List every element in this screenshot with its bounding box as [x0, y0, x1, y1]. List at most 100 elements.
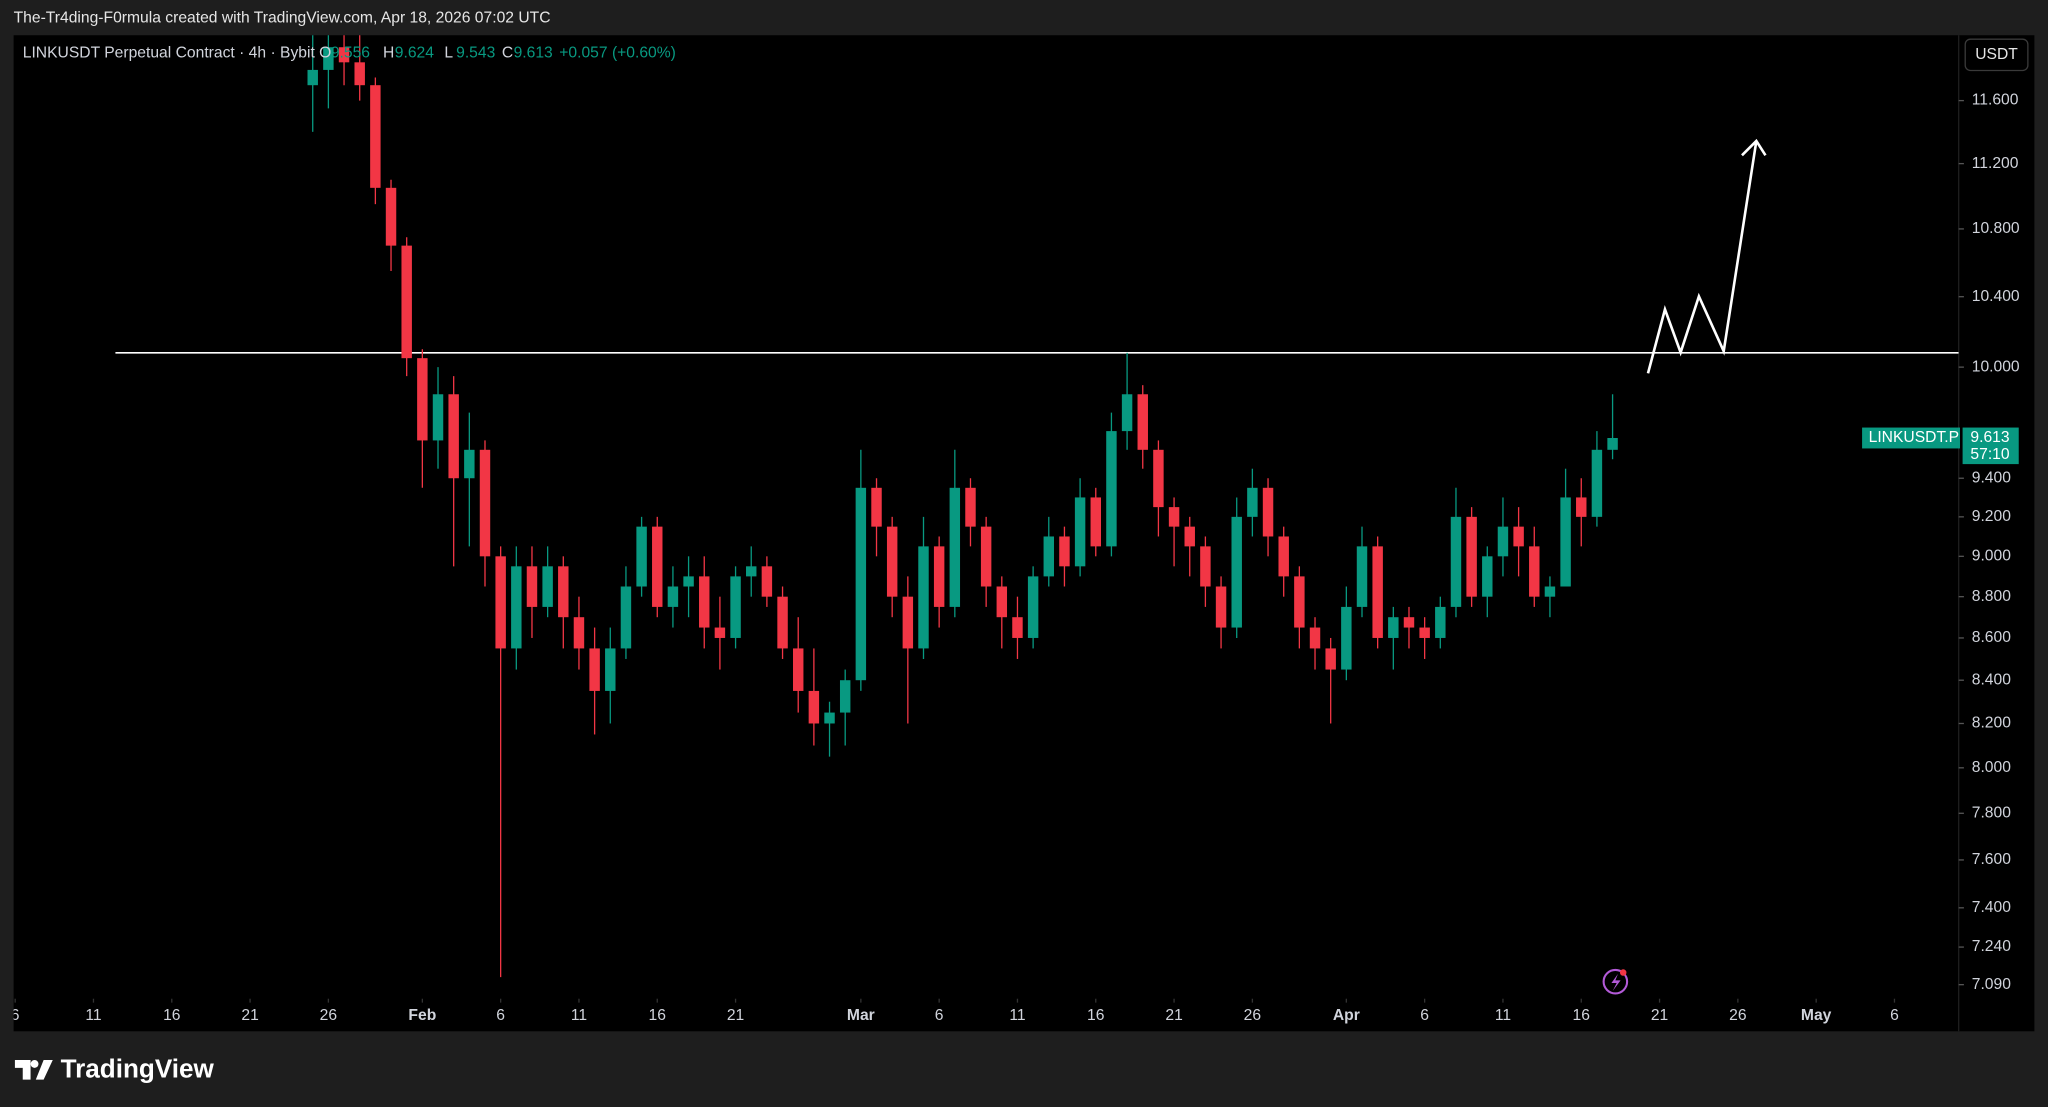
y-tick-label: 7.400: [1972, 899, 2011, 916]
ohlc-label: H: [383, 45, 394, 62]
y-tick-label: 7.800: [1972, 804, 2011, 821]
y-tick-label: 8.000: [1972, 759, 2011, 776]
y-tick-label: 10.800: [1972, 220, 2020, 237]
brand[interactable]: TradingView: [61, 1053, 215, 1083]
candle-body: [839, 680, 851, 713]
candle-body: [1607, 437, 1618, 450]
x-axis: 6 11 16 21 26 Feb 6 11 16 21 Mar 6 11 16 21 26 Apr 6 11 16 2…: [14, 998, 1899, 1024]
candle-body: [886, 526, 898, 597]
y-tick-label: 8.800: [1972, 588, 2011, 605]
candle-body: [1262, 487, 1274, 537]
candle-body: [401, 245, 412, 359]
currency-label[interactable]: USDT: [1975, 46, 2018, 63]
candle-body: [479, 449, 491, 557]
x-tick-label: 16: [163, 1007, 181, 1024]
candle-body: [683, 576, 694, 587]
candle-body: [980, 526, 992, 587]
candle-body: [1450, 516, 1462, 607]
x-tick-label: 11: [1495, 1007, 1511, 1024]
ohlc-value: 9.624: [395, 45, 434, 62]
candle-body: [1591, 449, 1603, 517]
y-tick-label: 9.400: [1972, 469, 2011, 486]
candle-body: [605, 648, 616, 691]
x-tick-label: 21: [241, 1007, 258, 1024]
price-tag-bg: [1962, 427, 2019, 465]
tv-logo[interactable]: TradingView: [14, 1053, 215, 1083]
candle-body: [1074, 497, 1086, 567]
drawn-path-arrow: [1646, 140, 1758, 374]
candle-body: [1090, 497, 1101, 547]
x-tick-label: May: [1801, 1007, 1832, 1024]
x-tick-label: 16: [1573, 1007, 1591, 1024]
candle-body: [824, 712, 835, 724]
candle-body: [761, 566, 773, 597]
x-tick-label: 11: [85, 1007, 101, 1024]
ohlc-label: O: [319, 45, 331, 62]
y-tick-label: 7.090: [1972, 976, 2011, 993]
candle-body: [996, 586, 1008, 618]
ohlc-label: C: [502, 45, 513, 62]
y-tick-label: 8.400: [1972, 671, 2011, 688]
candle-body: [1513, 526, 1524, 547]
candle-body: [1247, 487, 1258, 517]
ohlc-value: 9.543: [456, 45, 495, 62]
candle-body: [1278, 536, 1289, 577]
lightning-icon[interactable]: [1602, 968, 1629, 995]
candle-body: [1231, 516, 1242, 628]
x-tick-label: 6: [496, 1007, 505, 1024]
x-tick-label: 6: [935, 1007, 944, 1024]
candle-body: [542, 566, 553, 607]
chart-pane: [13, 35, 2035, 1032]
price-tag-countdown: 57:10: [1970, 446, 2009, 463]
candle-body: [1153, 449, 1164, 508]
x-tick-label: 21: [727, 1007, 744, 1024]
y-tick-label: 11.200: [1972, 155, 2019, 172]
x-tick-label: 6: [1420, 1007, 1429, 1024]
candle-body: [338, 47, 350, 63]
candle-body: [1419, 627, 1430, 638]
x-tick-label: Feb: [408, 1007, 436, 1024]
candle-body: [746, 566, 757, 577]
candle-body: [1576, 497, 1587, 517]
candle-body: [871, 487, 882, 527]
candle-body: [699, 576, 710, 628]
plot-area: [115, 35, 1959, 978]
candle-body: [792, 648, 804, 691]
candle-body: [432, 394, 444, 441]
candle-body: [714, 627, 726, 638]
candle-body: [652, 526, 663, 607]
candle-body: [808, 690, 820, 724]
candle-body: [1121, 394, 1133, 432]
candle-body: [1200, 546, 1211, 587]
symbol-title: LINKUSDT Perpetual Contract · 4h · Bybit: [23, 45, 316, 62]
y-tick-label: 9.000: [1972, 547, 2011, 564]
x-tick-label: 11: [571, 1007, 587, 1024]
candle-body: [1059, 536, 1070, 567]
candle-body: [933, 546, 945, 607]
candle-body: [464, 449, 475, 479]
candle-body: [1544, 586, 1556, 597]
candle-body: [777, 596, 788, 649]
candle-body: [573, 617, 585, 649]
candle-body: [354, 62, 365, 86]
arrow-head: [1741, 138, 1767, 157]
price-tag-price: 9.613: [1970, 429, 2009, 446]
x-tick-label: 26: [1729, 1007, 1747, 1024]
candle-body: [1482, 556, 1493, 597]
candle-body: [385, 187, 397, 246]
x-tick-label: Apr: [1333, 1007, 1360, 1024]
currency-button[interactable]: USDT: [1964, 38, 2029, 72]
y-tick-label: 11.600: [1972, 92, 2019, 109]
candle-body: [730, 576, 741, 638]
candle-body: [511, 566, 522, 649]
candle-body: [1106, 431, 1117, 547]
ohlc-label: L: [444, 45, 453, 62]
candle-body: [855, 487, 867, 681]
x-tick-label: 26: [1244, 1007, 1262, 1024]
candle-body: [1309, 627, 1321, 649]
candle-body: [589, 648, 600, 691]
candle-body: [1137, 394, 1148, 450]
candle-body: [667, 586, 679, 607]
